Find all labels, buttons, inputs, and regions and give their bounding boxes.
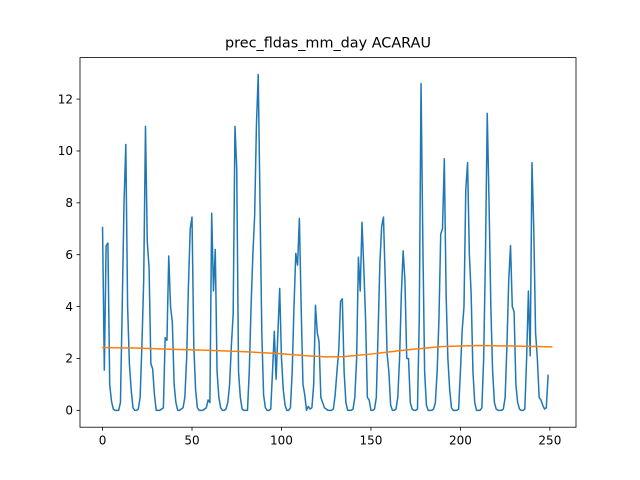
axes-frame [79,57,577,428]
x-tick-label: 200 [449,434,472,448]
x-tick-label: 50 [184,434,199,448]
y-axis: 0 2 4 6 8 10 12 [58,92,80,418]
y-tick-label: 4 [65,300,73,314]
x-tick-label: 0 [99,434,107,448]
series-line-2 [101,344,553,358]
y-tick-label: 10 [58,144,73,158]
x-tick-label: 250 [538,434,561,448]
series-line-1 [101,73,549,412]
y-tick-label: 12 [58,92,73,106]
x-tick-label: 150 [359,434,382,448]
series-layer [101,73,553,412]
plot-area: 0 50 100 150 200 250 0 2 4 6 8 10 12 [58,57,577,448]
y-tick-label: 6 [65,248,73,262]
y-tick-label: 2 [65,352,73,366]
y-tick-label: 0 [65,404,73,418]
x-axis: 0 50 100 150 200 250 [99,427,561,448]
chart-title: prec_fldas_mm_day ACARAU [225,36,431,52]
y-tick-label: 8 [65,196,73,210]
x-tick-label: 100 [270,434,293,448]
